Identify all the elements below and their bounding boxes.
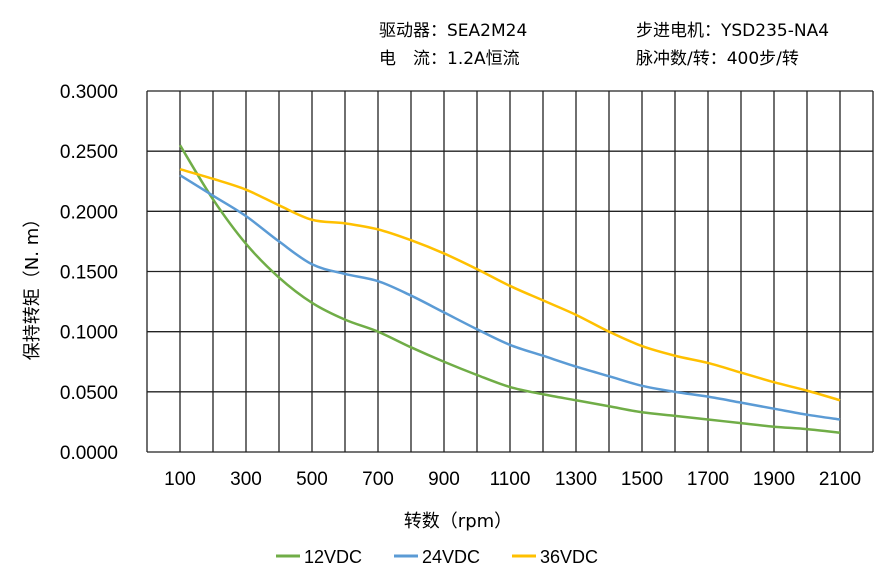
y-tick-label: 0.1500 <box>60 263 118 284</box>
x-tick-label: 1900 <box>753 469 795 490</box>
x-tick-label: 1500 <box>621 469 663 490</box>
x-tick-label: 1100 <box>490 469 531 490</box>
x-tick-label: 700 <box>362 469 394 490</box>
series-line-36VDC <box>179 168 841 402</box>
y-tick-label: 0.3000 <box>60 82 118 103</box>
current-label: 电 流：1.2A恒流 <box>379 49 520 69</box>
pulses-label: 脉冲数/转：400步/转 <box>636 49 799 69</box>
x-tick-label: 1300 <box>555 469 597 490</box>
series-line-12VDC <box>178 144 841 434</box>
legend-label-36VDC: 36VDC <box>540 547 598 567</box>
x-tick-label: 100 <box>164 469 196 490</box>
x-axis-label: 转数（rpm） <box>404 511 512 532</box>
y-tick-label: 0.2500 <box>60 142 118 163</box>
y-tick-label: 0.0500 <box>60 383 118 404</box>
legend-label-12VDC: 12VDC <box>304 547 362 567</box>
driver-label: 驱动器：SEA2M24 <box>379 21 528 41</box>
y-tick-label: 0.2000 <box>60 202 118 223</box>
y-tick-label: 0.0000 <box>60 443 118 464</box>
x-tick-label: 900 <box>428 469 460 490</box>
y-tick-label: 0.1000 <box>60 323 118 344</box>
x-tick-label: 300 <box>230 469 262 490</box>
x-tick-label: 2100 <box>819 469 861 490</box>
motor-label: 步进电机：YSD235-NA4 <box>636 21 830 41</box>
legend-label-24VDC: 24VDC <box>422 547 480 567</box>
series-line-24VDC <box>179 174 841 421</box>
x-tick-label: 1700 <box>687 469 729 490</box>
y-axis-label: 保持转矩（N. m） <box>22 210 43 360</box>
x-tick-label: 500 <box>296 469 328 490</box>
